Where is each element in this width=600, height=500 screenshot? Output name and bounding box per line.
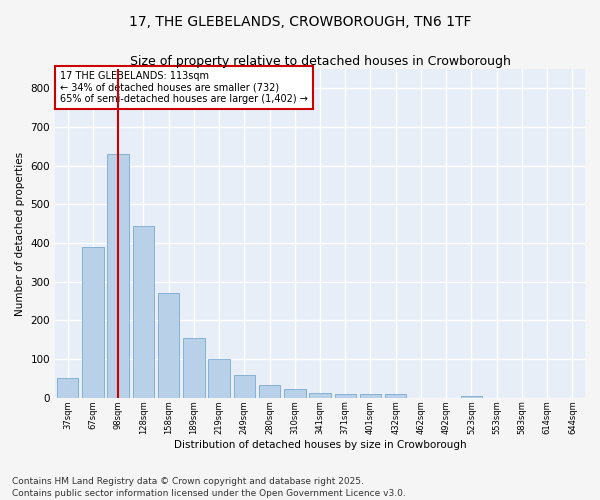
Bar [183, 338, 205, 398]
Bar [385, 394, 406, 398]
Bar [309, 393, 331, 398]
Bar [284, 390, 305, 398]
Bar [335, 394, 356, 398]
Bar [158, 294, 179, 398]
Y-axis label: Number of detached properties: Number of detached properties [15, 152, 25, 316]
Bar [133, 226, 154, 398]
Text: 17, THE GLEBELANDS, CROWBOROUGH, TN6 1TF: 17, THE GLEBELANDS, CROWBOROUGH, TN6 1TF [129, 15, 471, 29]
Bar [208, 359, 230, 398]
Bar [57, 378, 79, 398]
Text: Contains HM Land Registry data © Crown copyright and database right 2025.
Contai: Contains HM Land Registry data © Crown c… [12, 476, 406, 498]
Bar [259, 386, 280, 398]
Bar [82, 247, 104, 398]
X-axis label: Distribution of detached houses by size in Crowborough: Distribution of detached houses by size … [174, 440, 466, 450]
Text: 17 THE GLEBELANDS: 113sqm
← 34% of detached houses are smaller (732)
65% of semi: 17 THE GLEBELANDS: 113sqm ← 34% of detac… [61, 71, 308, 104]
Bar [233, 376, 255, 398]
Title: Size of property relative to detached houses in Crowborough: Size of property relative to detached ho… [130, 55, 511, 68]
Bar [360, 394, 381, 398]
Bar [107, 154, 129, 398]
Bar [461, 396, 482, 398]
